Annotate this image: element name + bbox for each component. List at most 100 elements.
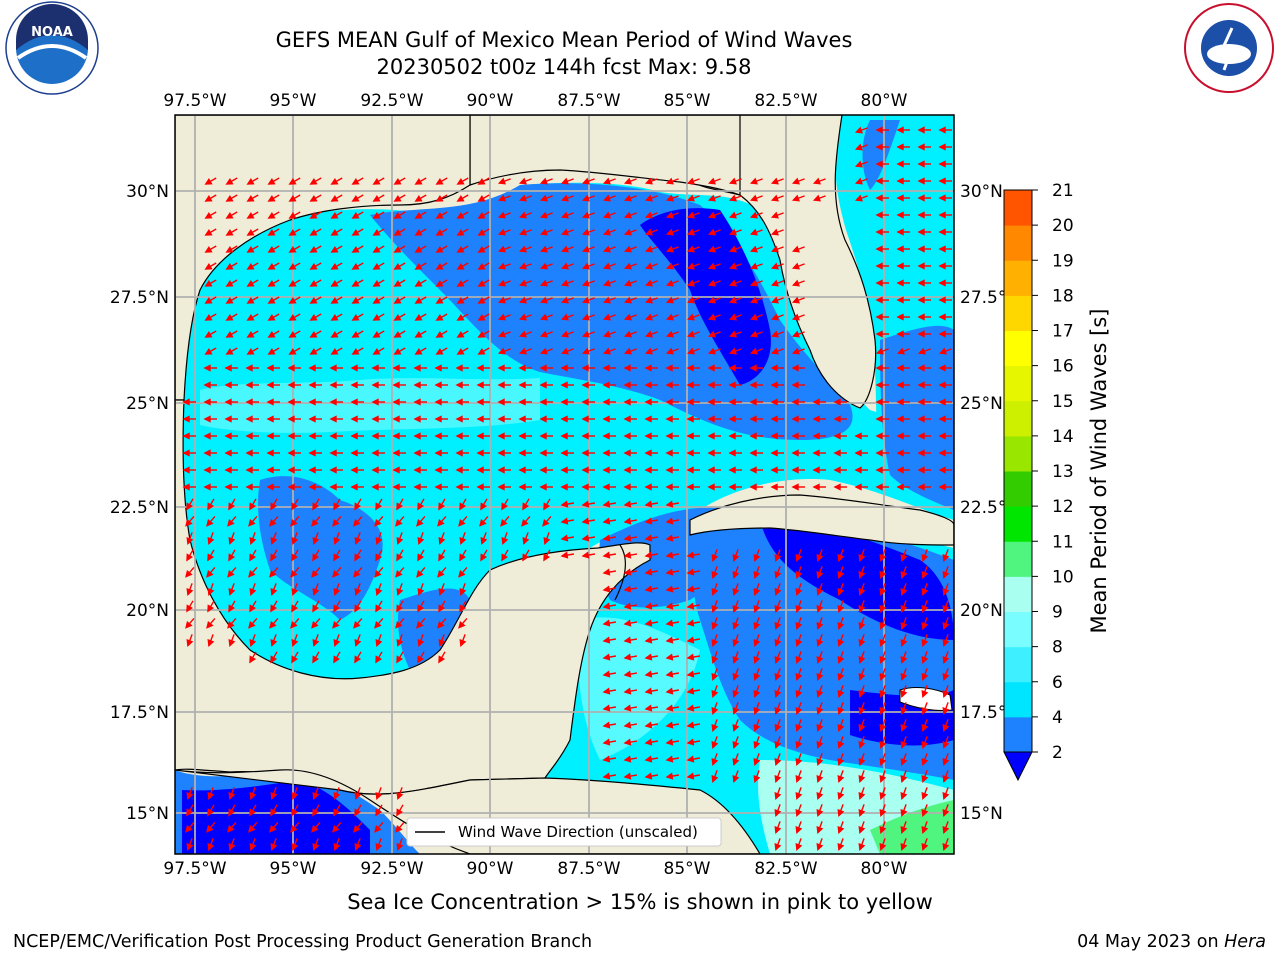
wave-direction-arrowhead [879, 588, 887, 597]
wave-direction-arrowhead [753, 571, 761, 580]
wave-direction-arrowhead [372, 296, 381, 304]
wave-direction-arrowhead [351, 245, 360, 253]
wave-direction-arrowhead [732, 554, 740, 563]
wave-direction-arrowhead [644, 211, 653, 219]
wave-direction-arrowhead [288, 262, 297, 270]
wave-direction-arrowhead [921, 792, 929, 801]
wave-direction-arrowhead [837, 690, 845, 699]
colorbar-swatch [1004, 330, 1032, 367]
wave-direction-arrowhead [753, 588, 761, 597]
wave-direction-arrowhead [728, 245, 737, 253]
wave-direction-arrowhead [395, 824, 403, 833]
wave-direction-arrowhead [938, 262, 946, 270]
wave-direction-arrowhead [329, 432, 337, 440]
wave-direction-arrowhead [497, 313, 506, 321]
wave-direction-arrowhead [791, 296, 800, 304]
wave-direction-arrowhead [581, 483, 589, 491]
wave-direction-arrowhead [686, 653, 695, 661]
wave-direction-arrowhead [686, 245, 695, 253]
wave-direction-arrowhead [858, 758, 866, 767]
wave-direction-arrowhead [837, 826, 845, 835]
wave-direction-arrowhead [837, 843, 845, 852]
wave-direction-arrowhead [686, 415, 694, 423]
lon-label-bottom: 90°W [467, 859, 514, 879]
wave-direction-arrowhead [686, 228, 695, 236]
wave-direction-arrowhead [309, 279, 318, 287]
wave-direction-arrowhead [686, 194, 695, 202]
legend-label: Wind Wave Direction (unscaled) [458, 823, 698, 841]
wave-direction-arrowhead [917, 143, 925, 151]
wave-direction-arrowhead [791, 347, 800, 355]
wave-direction-arrowhead [375, 655, 383, 664]
wave-direction-arrowhead [351, 330, 360, 338]
wave-direction-arrowhead [770, 449, 778, 457]
lon-label-bottom: 87.5°W [557, 859, 620, 879]
wave-direction-arrowhead [623, 211, 632, 219]
wave-direction-arrowhead [459, 502, 467, 511]
wave-direction-arrowhead [330, 262, 339, 270]
wave-direction-arrowhead [707, 483, 715, 491]
wave-direction-arrowhead [287, 466, 295, 474]
wave-direction-arrowhead [203, 398, 211, 406]
wave-direction-arrowhead [938, 398, 946, 406]
wave-direction-arrowhead [414, 347, 423, 355]
wave-direction-arrowhead [518, 177, 527, 185]
wave-direction-arrowhead [749, 245, 758, 253]
wave-direction-arrowhead [539, 177, 548, 185]
wave-direction-arrowhead [308, 364, 316, 372]
wave-direction-arrowhead [917, 415, 925, 423]
wave-direction-arrowhead [354, 553, 362, 562]
wave-direction-arrowhead [375, 639, 383, 648]
wave-direction-arrowhead [900, 775, 908, 784]
colorbar-tick-label: 12 [1052, 497, 1074, 517]
wave-direction-arrowhead [308, 466, 316, 474]
wave-direction-arrowhead [266, 432, 274, 440]
wave-direction-arrowhead [518, 211, 527, 219]
wave-direction-arrowhead [795, 707, 803, 716]
wave-direction-arrowhead [770, 211, 779, 219]
wave-direction-arrowhead [414, 177, 423, 185]
wave-direction-arrowhead [288, 296, 297, 304]
wave-direction-arrowhead [896, 228, 904, 236]
wave-direction-arrowhead [186, 792, 194, 801]
wave-direction-arrowhead [351, 296, 360, 304]
wave-direction-arrowhead [581, 296, 590, 304]
wave-direction-arrowhead [393, 279, 402, 287]
wave-direction-arrowhead [602, 432, 610, 440]
wave-direction-arrowhead [816, 673, 824, 682]
wave-direction-arrowhead [728, 296, 737, 304]
wave-direction-arrowhead [458, 518, 466, 527]
wave-direction-arrowhead [455, 381, 463, 389]
wave-direction-arrowhead [329, 398, 337, 406]
wave-direction-arrowhead [900, 639, 908, 648]
wave-direction-arrowhead [539, 313, 548, 321]
wave-direction-arrowhead [455, 398, 463, 406]
wave-direction-arrowhead [917, 194, 925, 202]
wave-direction-arrowhead [770, 330, 779, 338]
wave-direction-arrowhead [711, 605, 719, 614]
wave-direction-arrowhead [900, 826, 908, 835]
wave-direction-arrowhead [207, 639, 215, 648]
wave-direction-arrowhead [291, 588, 299, 597]
wave-period-field [175, 115, 954, 854]
wave-direction-arrowhead [437, 518, 445, 527]
wave-direction-arrowhead [732, 775, 740, 784]
wave-direction-arrowhead [476, 483, 484, 491]
wave-direction-arrowhead [459, 604, 467, 613]
wave-direction-arrowhead [393, 313, 402, 321]
wave-direction-arrowhead [707, 432, 715, 440]
wave-direction-arrowhead [644, 313, 653, 321]
wave-direction-arrowhead [309, 296, 318, 304]
colorbar-extend-triangle [1003, 751, 1033, 782]
wave-direction-arrowhead [917, 347, 926, 355]
wave-direction-arrowhead [837, 741, 845, 750]
wave-direction-arrowhead [374, 569, 382, 578]
wave-direction-arrowhead [774, 809, 782, 818]
wave-direction-arrowhead [644, 534, 653, 542]
wave-direction-arrowhead [732, 588, 740, 597]
wave-direction-arrowhead [644, 551, 653, 559]
wave-direction-arrowhead [837, 639, 845, 648]
wave-direction-arrowhead [455, 432, 463, 440]
wave-direction-arrowhead [900, 673, 908, 682]
wave-direction-arrowhead [312, 588, 320, 597]
